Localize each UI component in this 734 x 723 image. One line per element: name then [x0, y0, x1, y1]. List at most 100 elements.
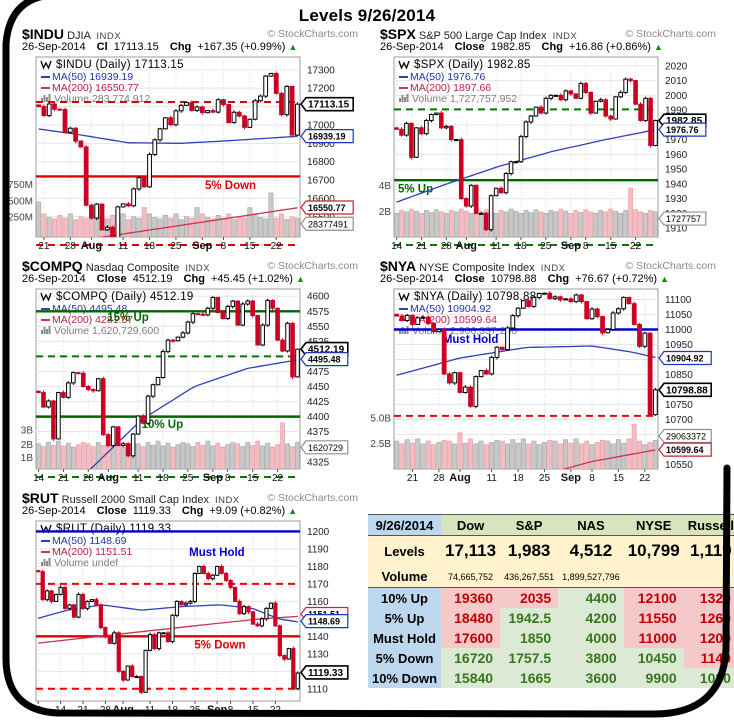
svg-text:1950: 1950 [665, 165, 688, 176]
svg-text:22: 22 [630, 241, 642, 252]
svg-text:14: 14 [33, 473, 45, 484]
table-cell: 19360 [441, 587, 501, 608]
svg-text:5% Down: 5% Down [194, 640, 245, 652]
table-row: Volume 74,665,752 436,267,551 1,899,527,796 [368, 566, 734, 588]
table-row-label: 5% Down [368, 648, 442, 668]
svg-text:1110: 1110 [307, 684, 328, 695]
svg-text:1180: 1180 [307, 562, 329, 573]
table-cell: 1140 [683, 648, 734, 668]
svg-text:22: 22 [272, 473, 284, 484]
table-cell: 15840 [441, 668, 501, 688]
svg-text:1940: 1940 [665, 179, 688, 190]
svg-text:10599.64: 10599.64 [666, 445, 704, 455]
table-row-label: 10% Up [368, 587, 442, 608]
table-column-header: S&P [500, 514, 559, 536]
svg-text:8: 8 [225, 473, 231, 484]
chart-quote-line: 26-Sep-2014 Close 1982.85 Chg +16.86 (+0… [366, 41, 720, 55]
table-cell: 1320 [683, 587, 734, 608]
table-cell: 74,665,752 [441, 566, 501, 588]
chart-quote-line: 26-Sep-2014 Close 4512.19 Chg +45.45 (+1… [8, 273, 362, 287]
svg-text:Aug: Aug [449, 472, 470, 484]
chg-value: +45.45 (+1.02%) [210, 273, 293, 285]
svg-text:18: 18 [513, 473, 525, 484]
svg-text:4575: 4575 [307, 307, 330, 318]
svg-text:28377491: 28377491 [308, 219, 348, 229]
svg-text:11: 11 [145, 705, 156, 716]
svg-text:Volume 1,620,729,600: Volume 1,620,729,600 [54, 325, 159, 337]
svg-text:28: 28 [83, 473, 95, 484]
svg-text:11: 11 [133, 473, 144, 484]
table-column-header: Dow [441, 514, 501, 536]
close-label: Close [96, 505, 127, 517]
chart-exchange: INDX [540, 263, 566, 274]
svg-text:18: 18 [157, 473, 169, 484]
svg-text:4450: 4450 [307, 382, 330, 393]
table-cell: 1,899,527,796 [558, 566, 624, 588]
table-cell [623, 566, 684, 588]
svg-text:1170: 1170 [307, 579, 329, 590]
table-cell: 17600 [441, 628, 501, 648]
svg-text:10550: 10550 [665, 460, 693, 471]
chart-rut: $RUT Russell 2000 Small Cap Index INDX ©… [8, 490, 362, 717]
table-row-label: Volume [368, 566, 442, 588]
table-cell: 1,119 [683, 535, 734, 566]
svg-text:14: 14 [391, 241, 403, 252]
table-cell: 18480 [441, 608, 501, 628]
chart-index-name: Nasdaq Composite [85, 262, 180, 274]
table-cell: 1200 [683, 628, 734, 648]
table-cell: 10,799 [623, 535, 684, 566]
svg-text:10798.88: 10798.88 [666, 385, 708, 396]
table-cell: 4000 [558, 628, 624, 648]
stockcharts-credit: © StockCharts.com [267, 28, 358, 40]
levels-table-wrap: 9/26/2014 Dow S&P NAS NYSE Russell Levels 17,11… [366, 490, 734, 717]
svg-text:11: 11 [486, 473, 497, 484]
svg-text:1970: 1970 [665, 135, 688, 146]
table-cell: 3800 [558, 648, 624, 668]
table-cell: 4200 [558, 608, 624, 628]
svg-text:5.0B: 5.0B [370, 414, 391, 425]
svg-text:18: 18 [144, 241, 156, 252]
close-label: Close [454, 41, 485, 53]
chg-label: Chg [547, 273, 570, 285]
svg-text:10850: 10850 [665, 370, 693, 381]
table-cell: 1260 [683, 608, 734, 628]
svg-text:15: 15 [247, 473, 259, 484]
chart-header: $NYA NYSE Composite Index INDX © StockCh… [366, 258, 720, 274]
chg-value: +76.67 (+0.72%) [575, 273, 658, 285]
svg-text:25: 25 [539, 473, 551, 484]
chart-exchange: INDX [215, 495, 240, 506]
table-cell: 16720 [441, 648, 501, 668]
svg-text:1130: 1130 [307, 649, 329, 660]
table-row: Must Hold 17600 1850 4000 11000 1200 [368, 628, 734, 648]
table-cell: 1080 [683, 668, 734, 688]
table-cell: 10450 [623, 648, 684, 668]
table-row-label: Must Hold [368, 628, 442, 648]
table-cell: 4400 [558, 587, 624, 608]
table-column-header: NYSE [623, 514, 684, 536]
chart-quote-line: 26-Sep-2014 Close 10798.88 Chg +76.67 (+… [366, 273, 720, 287]
close-value: 4512.19 [132, 273, 173, 285]
close-label: Cl [96, 41, 108, 53]
chart-index-name: Russell 2000 Small Cap Index [61, 494, 209, 506]
svg-text:Aug: Aug [81, 240, 102, 252]
svg-text:25: 25 [540, 241, 552, 252]
svg-text:16939.19: 16939.19 [308, 132, 346, 142]
chart-symbol: $SPX [380, 26, 416, 42]
close-value: 17113.15 [113, 41, 159, 53]
close-value: 1119.33 [132, 505, 171, 517]
svg-text:14: 14 [55, 705, 67, 716]
chart-index-name: S&P 500 Large Cap Index [418, 30, 547, 42]
svg-text:15: 15 [605, 241, 617, 252]
svg-text:10750: 10750 [665, 400, 693, 411]
svg-text:11000: 11000 [665, 325, 693, 336]
table-row: 5% Down 16720 1757.5 3800 10450 1140 [368, 648, 734, 668]
chart-header: $INDU DJIA INDX © StockCharts.com [8, 26, 362, 42]
close-value: 10798.88 [490, 273, 537, 285]
chart-indu: $INDU DJIA INDX © StockCharts.com 26-Sep… [8, 26, 362, 253]
svg-text:21: 21 [77, 705, 89, 716]
svg-text:Must Hold: Must Hold [443, 334, 499, 346]
